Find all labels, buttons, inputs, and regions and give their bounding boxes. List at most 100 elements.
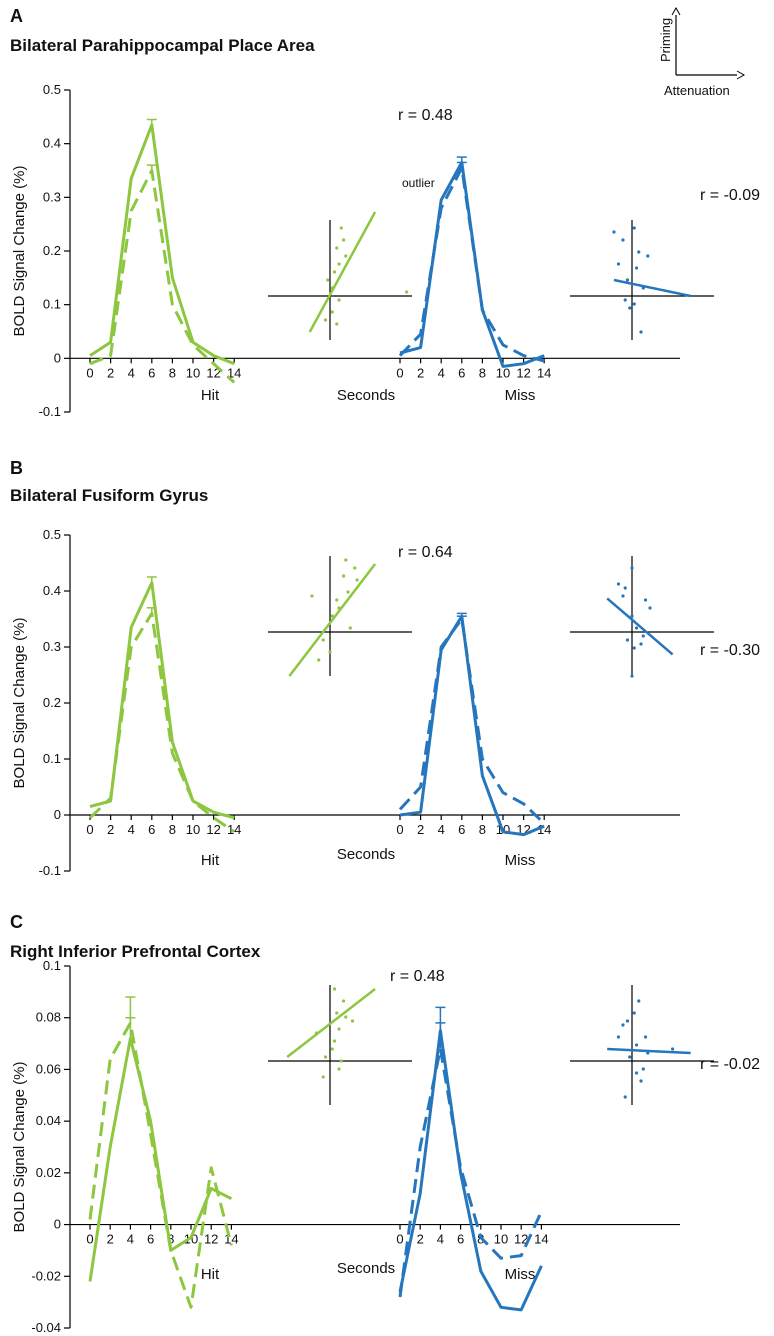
x-tick-label: 0: [86, 1232, 93, 1247]
miss-scatter-point: [643, 1035, 648, 1039]
panel-c-letter: C: [10, 912, 23, 932]
hit-scatter-point: [405, 290, 409, 294]
x-tick-label: 0: [86, 822, 93, 837]
x-tick-label: 14: [537, 365, 551, 380]
x-tick-label: 8: [169, 822, 176, 837]
key-attenuation-label: Attenuation: [664, 83, 730, 98]
hit-scatter-point: [344, 254, 348, 258]
miss-scatter-point: [616, 1035, 621, 1039]
miss-scatter-point: [632, 1011, 636, 1015]
y-tick-label: 0.04: [36, 1113, 61, 1128]
hit-scatter-point: [335, 598, 339, 602]
key-priming-label: Priming: [658, 18, 673, 62]
panel-c-chart: -0.04 -0.02 0 0.02 0.04 0.06 0.08 0.1 BOLD Signa…: [11, 958, 760, 1335]
y-tick-label: 0.1: [43, 958, 61, 973]
x-tick-label: 2: [107, 1232, 114, 1247]
x-tick-label: 8: [479, 365, 486, 380]
miss-scatter-point: [623, 586, 627, 590]
x-tick-label: 6: [458, 365, 465, 380]
miss-correlation-label: r = -0.30: [700, 642, 760, 659]
miss-dashed-line: [398, 1047, 543, 1298]
x-tick-label: 4: [128, 822, 135, 837]
miss-scatter-point: [634, 1043, 639, 1047]
y-tick-label: 0.2: [43, 243, 61, 258]
hit-scatter-point: [355, 578, 359, 582]
x-tick-label: 10: [494, 1232, 508, 1247]
hit-group-label: Hit: [201, 387, 220, 404]
x-tick-label: 8: [479, 822, 486, 837]
miss-group-label: Miss: [505, 852, 536, 869]
hit-scatter-point: [330, 310, 334, 314]
x-tick-label: 14: [534, 1232, 548, 1247]
miss-scatter-point: [625, 1019, 630, 1023]
miss-scatter-point: [632, 226, 636, 230]
hit-correlation-label: r = 0.64: [398, 544, 453, 561]
y-tick-label: 0.1: [43, 297, 61, 312]
hit-scatter-point: [323, 1055, 328, 1059]
panel-a-letter: A: [10, 6, 23, 26]
panel-b-letter: B: [10, 458, 23, 478]
x-tick-label: 4: [438, 822, 445, 837]
hit-scatter-point: [332, 270, 337, 274]
miss-scatter-point: [632, 302, 636, 306]
hit-scatter-point: [337, 1027, 341, 1031]
hit-dashed-line: [88, 611, 236, 834]
x-tick-label: 12: [204, 1232, 218, 1247]
y-tick-label: 0.02: [36, 1165, 61, 1180]
x-tick-label: 4: [127, 1232, 134, 1247]
miss-solid-line: [398, 1029, 543, 1312]
x-tick-label: 12: [514, 1232, 528, 1247]
y-tick-label: 0.4: [43, 136, 61, 151]
hit-correlation-label: r = 0.48: [398, 107, 453, 124]
y-axis-label: BOLD Signal Change (%): [11, 166, 28, 337]
x-axis-label: Seconds: [337, 387, 395, 404]
miss-fit-line: [613, 278, 691, 298]
y-tick-label: 0: [54, 1217, 61, 1232]
miss-scatter-point: [639, 1079, 643, 1083]
miss-scatter-point: [623, 298, 627, 302]
hit-group-label: Hit: [201, 852, 220, 869]
miss-scatter-point: [670, 1047, 675, 1051]
miss-scatter-point: [630, 566, 634, 570]
x-tick-label: 6: [147, 1232, 154, 1247]
x-tick-label: 0: [396, 822, 403, 837]
y-tick-label: 0.5: [43, 82, 61, 97]
miss-scatter-point: [628, 306, 632, 310]
x-tick-label: 12: [516, 365, 530, 380]
x-tick-label: 12: [206, 822, 220, 837]
y-tick-label: -0.1: [39, 863, 61, 878]
x-tick-label: 0: [396, 1232, 403, 1247]
y-tick-label: 0.5: [43, 527, 61, 542]
x-tick-label: 14: [227, 822, 241, 837]
hit-scatter-point: [350, 1019, 355, 1023]
miss-scatter-point: [646, 254, 650, 258]
miss-scatter-point: [643, 598, 648, 602]
direction-key: Priming Attenuation: [658, 6, 746, 98]
miss-scatter-point: [612, 230, 616, 234]
x-tick-label: 12: [206, 365, 220, 380]
x-tick-label: 10: [496, 365, 510, 380]
miss-scatter-point: [641, 634, 645, 638]
hit-scatter-point: [328, 650, 332, 654]
hit-scatter-point: [339, 226, 343, 230]
x-tick-label: 6: [148, 822, 155, 837]
y-tick-label: 0: [54, 350, 61, 365]
hit-scatter-point: [337, 298, 341, 302]
miss-dashed-line: [398, 166, 545, 363]
y-tick-label: 0.4: [43, 583, 61, 598]
hit-dashed-line: [88, 1021, 233, 1309]
hit-scatter-point: [344, 1015, 348, 1019]
x-tick-label: 6: [148, 365, 155, 380]
hit-scatter-point: [326, 278, 330, 282]
hit-solid-line: [89, 123, 235, 366]
hit-scatter-point: [341, 238, 346, 242]
hit-scatter-point: [321, 638, 325, 642]
miss-scatter-point: [639, 330, 643, 334]
x-tick-label: 10: [186, 822, 200, 837]
x-tick-label: 2: [417, 1232, 424, 1247]
panel-a-title: Bilateral Parahippocampal Place Area: [10, 36, 315, 55]
y-tick-label: 0.2: [43, 695, 61, 710]
miss-scatter-point: [616, 262, 621, 266]
y-tick-label: -0.1: [39, 404, 61, 419]
miss-group-label: Miss: [505, 1266, 536, 1283]
